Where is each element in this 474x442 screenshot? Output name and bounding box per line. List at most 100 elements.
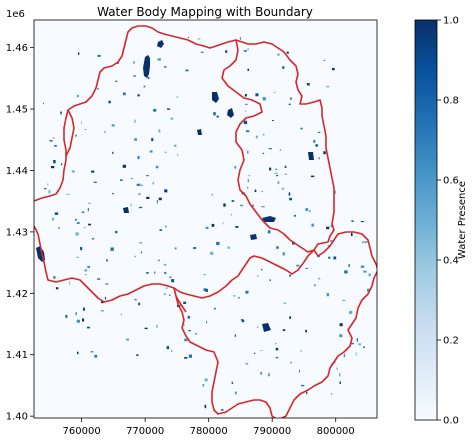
water-speck <box>84 129 86 131</box>
y-tick-label: 1.42 <box>6 289 28 300</box>
water-speck <box>151 138 154 142</box>
water-speck <box>231 381 233 384</box>
water-speck <box>289 274 291 277</box>
water-speck <box>247 48 249 50</box>
x-axis: 760000 770000 780000 790000 800000 <box>63 418 355 437</box>
water-speck <box>231 200 235 202</box>
water-speck <box>84 226 86 229</box>
water-speck <box>342 299 346 301</box>
water-speck <box>165 225 167 228</box>
water-speck <box>44 188 47 190</box>
water-speck <box>76 319 80 323</box>
water-speck <box>105 283 109 285</box>
water-speck <box>155 165 159 169</box>
water-speck <box>146 175 149 177</box>
water-speck <box>53 276 56 279</box>
water-speck <box>75 232 79 236</box>
colorbar-tick-label: 0.2 <box>443 336 459 347</box>
water-speck <box>269 279 271 281</box>
water-speck <box>204 378 208 382</box>
water-speck <box>238 297 240 299</box>
water-speck <box>188 330 191 332</box>
water-speck <box>104 131 106 133</box>
water-speck <box>301 384 305 387</box>
water-speck <box>350 232 353 236</box>
water-speck <box>100 310 104 312</box>
water-speck <box>146 196 150 199</box>
water-speck <box>275 347 279 351</box>
water-speck <box>362 241 364 244</box>
water-speck <box>188 354 192 358</box>
water-speck <box>88 223 91 226</box>
water-speck <box>318 157 320 160</box>
water-speck <box>234 334 236 337</box>
water-speck <box>139 184 143 186</box>
water-speck <box>213 112 216 116</box>
water-speck <box>81 211 85 213</box>
water-speck <box>330 225 332 227</box>
water-speck <box>184 357 188 359</box>
water-speck <box>85 274 87 276</box>
water-speck <box>53 160 56 164</box>
water-body <box>262 323 271 332</box>
water-speck <box>77 351 79 355</box>
water-speck <box>76 256 80 258</box>
water-speck <box>256 326 259 328</box>
water-speck <box>120 313 122 316</box>
water-speck <box>222 222 224 225</box>
water-speck <box>279 149 282 151</box>
water-speck <box>134 255 136 258</box>
water-speck <box>78 52 80 55</box>
water-speck <box>171 279 175 283</box>
water-speck <box>163 293 166 295</box>
water-speck <box>157 58 161 61</box>
water-speck <box>268 373 270 377</box>
boundary-line <box>175 295 187 313</box>
water-speck <box>317 131 321 133</box>
water-speck <box>272 120 274 121</box>
water-speck <box>69 281 71 285</box>
water-speck <box>290 361 292 364</box>
water-speck <box>130 203 132 207</box>
water-speck <box>235 226 239 228</box>
water-speck <box>51 166 55 169</box>
water-speck <box>193 247 197 250</box>
water-speck <box>139 242 143 244</box>
water-body <box>308 152 314 160</box>
colorbar-gradient <box>414 19 438 421</box>
water-speck <box>333 190 337 194</box>
water-speck <box>276 175 279 177</box>
water-speck <box>275 343 277 345</box>
water-speck <box>247 187 249 189</box>
water-speck <box>111 124 115 127</box>
water-speck <box>289 316 291 319</box>
water-speck <box>313 284 317 287</box>
water-speck <box>66 193 70 195</box>
water-bodies <box>36 36 371 411</box>
water-speck <box>115 230 118 234</box>
water-speck <box>293 214 296 217</box>
water-speck <box>88 202 91 204</box>
water-speck <box>300 349 302 352</box>
water-speck <box>164 151 167 153</box>
water-speck <box>262 97 266 101</box>
water-speck <box>75 134 77 137</box>
water-speck <box>255 93 259 97</box>
water-speck <box>48 190 51 194</box>
water-speck <box>81 121 82 124</box>
water-speck <box>288 192 291 196</box>
water-speck <box>308 210 311 213</box>
map-title: Water Body Mapping with Boundary <box>97 5 313 19</box>
water-speck <box>94 354 98 358</box>
water-speck <box>75 218 77 221</box>
water-speck <box>137 156 140 160</box>
water-speck <box>339 323 343 327</box>
water-speck <box>241 319 245 323</box>
water-speck <box>138 207 142 209</box>
x-tick-label: 790000 <box>253 426 291 437</box>
water-speck <box>306 391 308 395</box>
water-speck <box>257 275 259 277</box>
water-speck <box>247 150 249 154</box>
water-speck <box>275 356 279 359</box>
y-tick-label: 1.40 <box>6 412 28 423</box>
